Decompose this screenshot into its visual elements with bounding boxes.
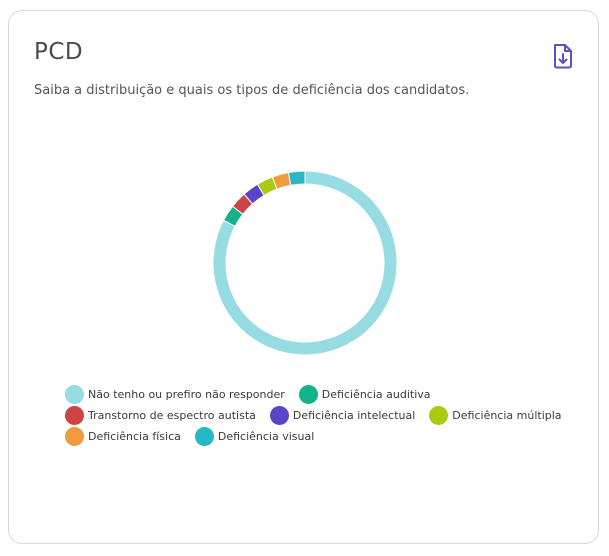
legend-item[interactable]: Transtorno de espectro autista [65, 406, 256, 425]
donut-slice[interactable] [287, 170, 306, 186]
donut-chart [212, 170, 398, 356]
pcd-card: PCD Saiba a distribuição e quais os tipo… [8, 10, 599, 544]
legend-swatch [65, 385, 84, 404]
legend-item[interactable]: Deficiência visual [194, 427, 315, 446]
legend-label: Deficiência múltipla [452, 409, 562, 422]
legend-label: Deficiência física [88, 430, 181, 443]
legend-item[interactable]: Deficiência múltipla [429, 406, 562, 425]
chart-legend: Não tenho ou prefiro não responder Defici… [65, 384, 575, 447]
legend-swatch [65, 427, 84, 446]
card-subtitle: Saiba a distribuição e quais os tipos de… [34, 83, 470, 98]
legend-label: Deficiência intelectual [292, 409, 416, 422]
legend-item[interactable]: Não tenho ou prefiro não responder [65, 385, 285, 404]
legend-label: Deficiência visual [217, 430, 315, 443]
file-download-icon[interactable] [551, 43, 575, 69]
legend-swatch [65, 406, 84, 425]
legend-row: Deficiência física Deficiência visual [65, 426, 575, 447]
legend-item[interactable]: Deficiência auditiva [298, 385, 431, 404]
legend-swatch [298, 385, 318, 404]
legend-swatch [194, 427, 214, 446]
legend-swatch [269, 406, 289, 425]
legend-row: Não tenho ou prefiro não responder Defici… [65, 384, 575, 405]
legend-item[interactable]: Deficiência intelectual [269, 406, 416, 425]
card-title: PCD [34, 39, 84, 65]
legend-item[interactable]: Deficiência física [65, 427, 181, 446]
legend-row: Transtorno de espectro autista Deficiênci… [65, 405, 575, 426]
legend-label: Não tenho ou prefiro não responder [88, 388, 285, 401]
legend-label: Transtorno de espectro autista [88, 409, 256, 422]
legend-label: Deficiência auditiva [321, 388, 431, 401]
legend-swatch [429, 406, 449, 425]
